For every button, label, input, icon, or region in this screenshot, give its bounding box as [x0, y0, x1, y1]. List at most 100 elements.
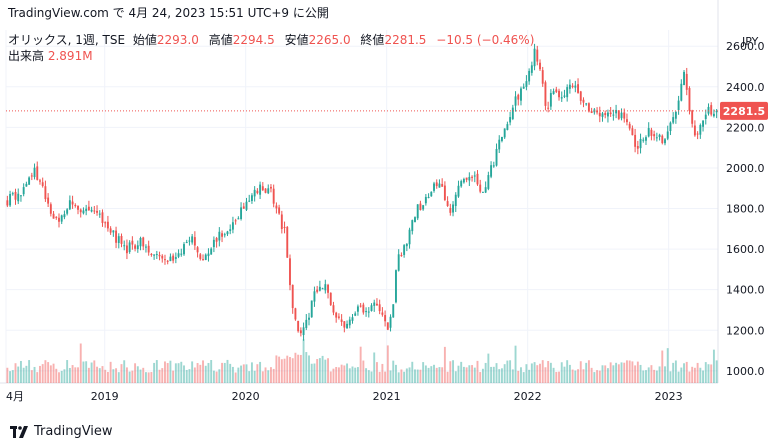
volume-bar — [685, 361, 688, 383]
candle-body — [517, 94, 520, 100]
volume-bar — [193, 367, 196, 383]
volume-bar — [41, 364, 44, 383]
volume-bar — [237, 367, 240, 383]
volume-bar — [517, 370, 520, 383]
volume-bar — [555, 371, 558, 383]
candle-body — [36, 166, 39, 180]
volume-bar — [530, 363, 533, 383]
candle-body — [487, 175, 490, 189]
volume-bar — [560, 362, 563, 383]
x-tick-label: 2020 — [232, 390, 260, 403]
candle-body — [645, 137, 647, 141]
volume-bar — [33, 366, 36, 383]
y-tick-label: 1600.0 — [726, 243, 765, 256]
candle-body — [411, 220, 414, 232]
legend-volume-value: 2.891M — [47, 49, 93, 63]
volume-bar — [386, 345, 389, 383]
volume-bar — [221, 362, 223, 383]
volume-bar — [136, 366, 139, 383]
candle-body — [106, 221, 109, 229]
volume-bar — [571, 369, 574, 383]
candle-body — [359, 305, 362, 307]
candle-body — [234, 220, 237, 222]
volume-bar — [389, 370, 392, 383]
volume-bar — [443, 346, 446, 383]
volume-bar — [172, 370, 175, 383]
chart-svg[interactable]: 1000.0 1200.0 1400.0 1600.0 1800.0 2000.0 2200… — [0, 0, 780, 410]
price-chart[interactable]: 1000.0 1200.0 1400.0 1600.0 1800.0 2000.0 2200… — [0, 0, 780, 410]
candle-body — [620, 112, 623, 119]
volume-bar — [289, 357, 291, 383]
volume-bar — [620, 362, 623, 383]
legend-change-value: −10.5 (−0.46%) — [436, 33, 535, 47]
candle-body — [579, 91, 582, 101]
candle-body — [256, 190, 259, 194]
candle-body — [647, 128, 650, 137]
candle-body — [598, 112, 601, 117]
candle-body — [541, 70, 544, 84]
candle-body — [481, 191, 484, 193]
volume-bar — [408, 367, 411, 383]
candle-body — [308, 317, 310, 320]
volume-bar — [17, 366, 20, 383]
volume-bar — [628, 360, 631, 383]
candle-body — [547, 107, 550, 109]
candle-body — [174, 257, 177, 259]
candle-body — [503, 128, 506, 138]
last-price-label: 2281.5 — [723, 105, 765, 118]
volume-bar — [291, 358, 294, 383]
volume-bar — [449, 361, 452, 383]
candle-body — [623, 112, 626, 119]
candle-body — [498, 139, 501, 150]
volume-bar — [335, 367, 338, 383]
candle-body — [525, 81, 528, 88]
volume-bar — [604, 365, 607, 383]
candle-body — [566, 87, 569, 98]
x-tick-label: 2021 — [373, 390, 401, 403]
volume-bar — [454, 371, 457, 383]
volume-bar — [155, 360, 158, 383]
candle-body — [335, 312, 338, 318]
volume-bar — [522, 372, 525, 383]
volume-bar — [82, 361, 85, 383]
volume-bar — [9, 371, 12, 383]
candle-body — [367, 311, 370, 313]
candle-body — [52, 213, 55, 219]
last-price-tag — [720, 101, 768, 120]
candle-body — [169, 256, 172, 262]
candle-body — [318, 286, 321, 291]
candle-body — [278, 207, 281, 214]
candle-body — [55, 216, 58, 218]
legend-open-value: 2293.0 — [156, 33, 199, 47]
volume-bar — [411, 361, 414, 383]
candle-body — [452, 204, 454, 213]
candle-body — [449, 207, 452, 213]
y-tick-label: 2000.0 — [726, 162, 765, 175]
volume-bar — [511, 369, 514, 383]
volume-bar — [691, 366, 694, 383]
candle-body — [560, 97, 563, 99]
candle-body — [153, 254, 156, 256]
volume-bar — [481, 368, 484, 383]
candle-body — [348, 319, 351, 326]
candle-body — [392, 304, 395, 318]
candle-body — [522, 86, 525, 89]
candle-body — [142, 237, 145, 247]
candle-body — [433, 183, 435, 191]
volume-bar — [365, 368, 368, 383]
candle-body — [327, 284, 329, 293]
x-tick-label: 4月 — [6, 390, 24, 403]
candle-body — [101, 212, 104, 223]
volume-bar — [658, 366, 661, 383]
candle-body — [626, 119, 628, 123]
candle-body — [183, 244, 185, 255]
candle-body — [112, 230, 115, 233]
volume-bar — [566, 360, 569, 383]
volume-bar — [30, 370, 33, 383]
candle-body — [636, 146, 639, 149]
candle-body — [204, 254, 207, 260]
candle-body — [631, 128, 634, 136]
volume-bar — [392, 360, 395, 383]
volume-bar — [318, 358, 321, 383]
candle-body — [98, 213, 101, 215]
